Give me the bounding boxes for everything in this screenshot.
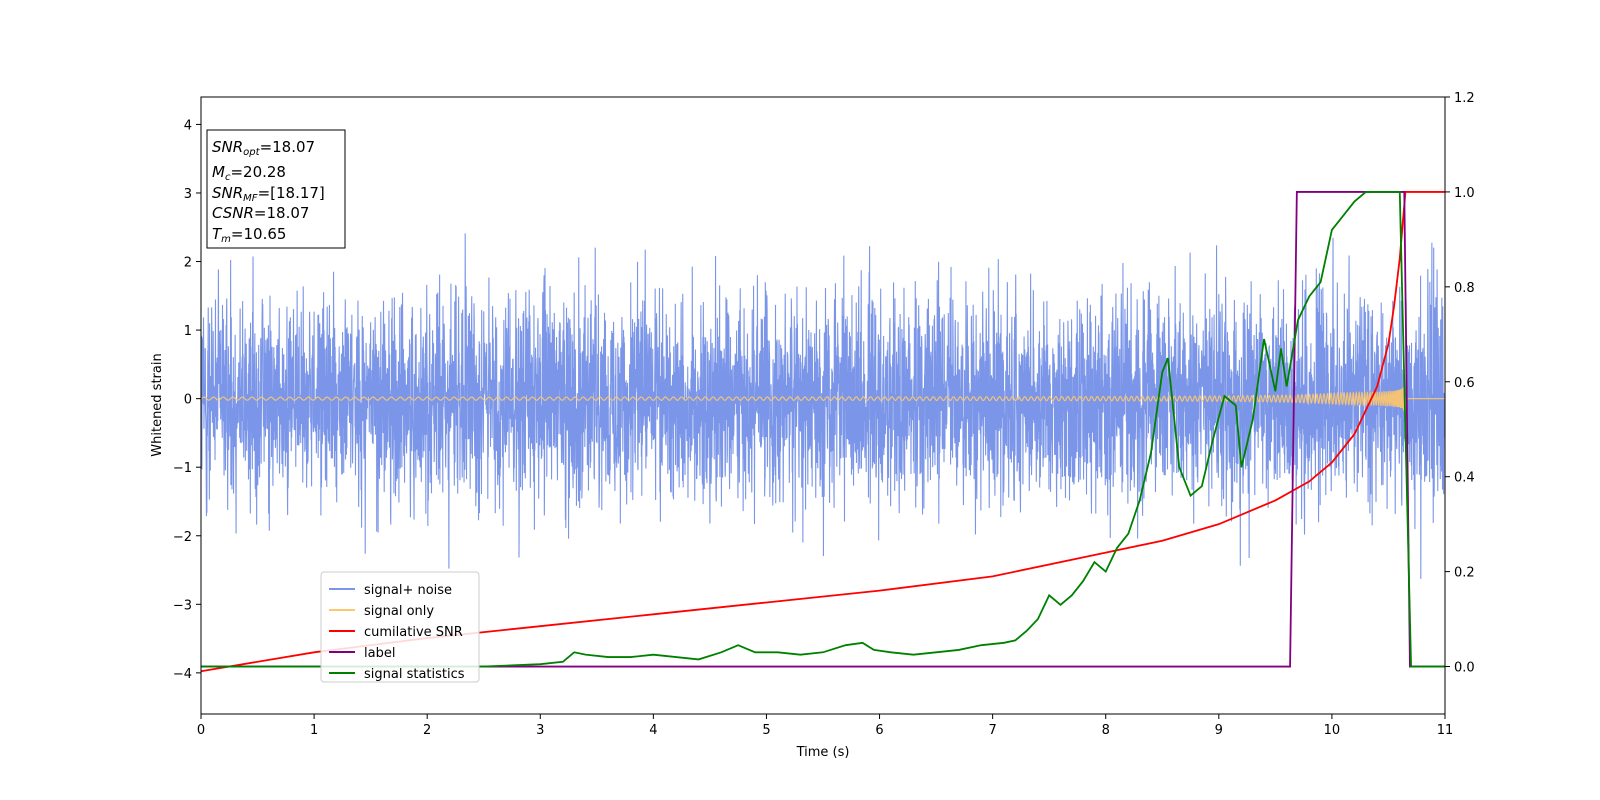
legend: signal+ noise signal only cumilative SNR la… (320, 571, 480, 683)
y2-tick-label: 0.4 (1454, 471, 1475, 486)
tm-annotation: Tm=10.65 (212, 225, 286, 245)
plot-frame (200, 96, 1446, 715)
x-tick-label: 8 (1102, 723, 1110, 738)
x-axis-label: Time (s) (796, 745, 850, 760)
snr-opt-annotation: SNRopt=18.07 (212, 138, 315, 158)
x-tick-label: 4 (649, 723, 657, 738)
x-tick-label: 2 (423, 723, 431, 738)
info-box: SNRopt=18.07 Mc=20.28 SNRMF=[18.17] CSNR… (206, 129, 346, 249)
y2-tick-label: 0.0 (1454, 661, 1475, 676)
legend-entry: label (364, 646, 395, 661)
x-tick-label: 5 (762, 723, 770, 738)
y-tick-label: 4 (184, 118, 192, 133)
x-tick-label: 11 (1437, 723, 1454, 738)
x-tick-label: 6 (875, 723, 883, 738)
y-tick-label: −4 (173, 667, 192, 682)
y-tick-label: −3 (173, 598, 192, 613)
mc-annotation: Mc=20.28 (212, 163, 286, 183)
x-tick-label: 0 (197, 723, 205, 738)
y-tick-label: 2 (184, 256, 192, 271)
legend-entry: signal only (364, 604, 434, 619)
y-tick-label: −2 (173, 530, 192, 545)
y-tick-label: 0 (184, 393, 192, 408)
x-tick-label: 10 (1324, 723, 1341, 738)
y-axis-ticks: −4 −3 −2 −1 0 1 2 3 4 (173, 118, 201, 682)
y2-tick-label: 1.0 (1454, 186, 1475, 201)
x-tick-label: 7 (988, 723, 996, 738)
series-cumulative-snr-line (201, 191, 1445, 673)
x-tick-label: 1 (310, 723, 318, 738)
y2-axis-ticks: 0.0 0.2 0.4 0.6 0.8 1.0 1.2 (1445, 91, 1475, 676)
legend-entry: cumilative SNR (364, 625, 463, 640)
x-axis-ticks: 0 1 2 3 4 5 6 7 8 9 10 11 (197, 714, 1453, 738)
y2-tick-label: 0.8 (1454, 281, 1475, 296)
x-tick-label: 3 (536, 723, 544, 738)
series-signal-statistics-line (201, 191, 1445, 668)
series-layer (201, 191, 1445, 673)
y2-tick-label: 0.6 (1454, 376, 1475, 391)
y2-tick-label: 1.2 (1454, 91, 1475, 106)
legend-entry: signal statistics (364, 667, 465, 682)
y-tick-label: −1 (173, 461, 192, 476)
y-axis-label: Whitened strain (150, 353, 165, 456)
series-signal-noise-line (201, 233, 1445, 579)
y-tick-label: 3 (184, 187, 192, 202)
csnr-annotation: CSNR=18.07 (212, 204, 309, 222)
legend-entry: signal+ noise (364, 583, 452, 598)
y2-tick-label: 0.2 (1454, 566, 1475, 581)
snr-mf-annotation: SNRMF=[18.17] (212, 184, 325, 204)
series-signal-only-line (201, 386, 1445, 415)
y-tick-label: 1 (184, 324, 192, 339)
x-tick-label: 9 (1215, 723, 1223, 738)
